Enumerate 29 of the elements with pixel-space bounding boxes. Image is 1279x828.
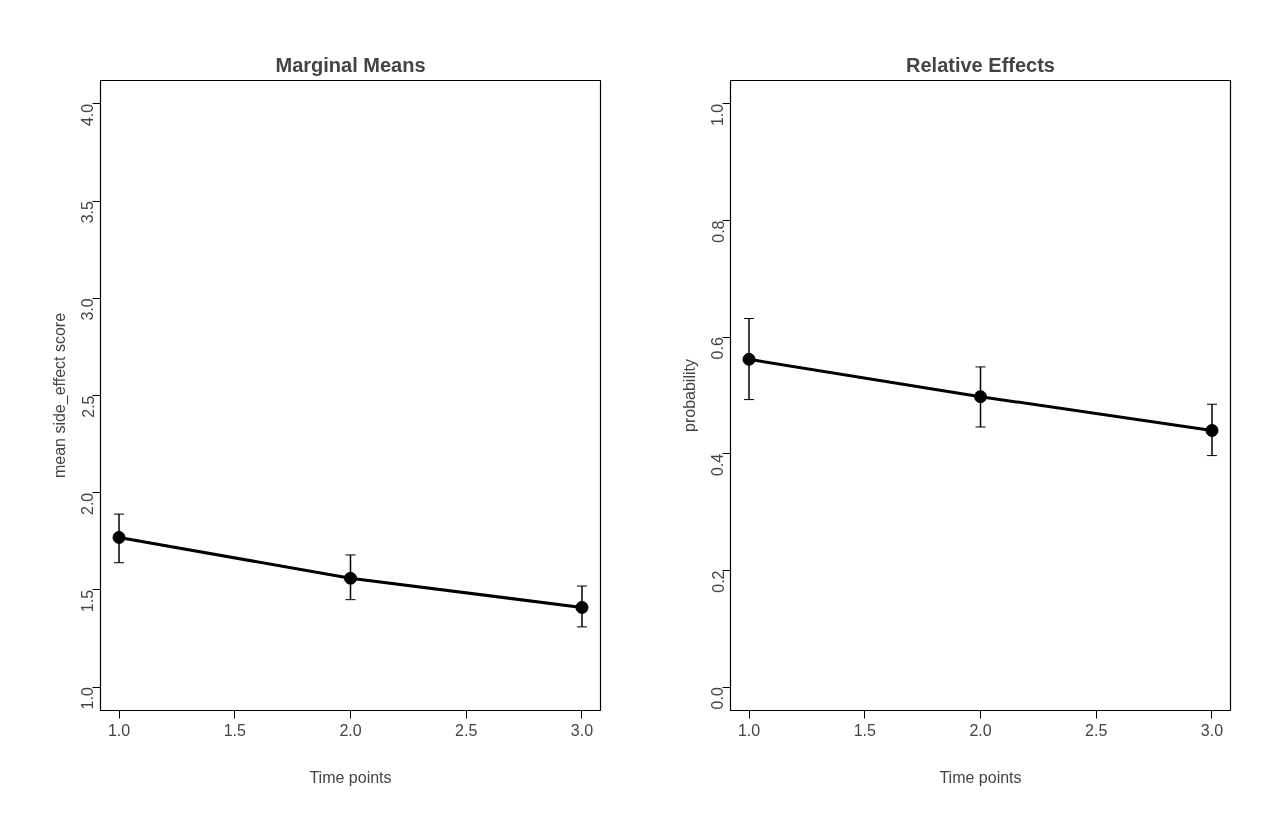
y-tick-label: 0.4	[709, 453, 727, 477]
x-tick-label: 1.5	[853, 721, 876, 739]
x-axis-title: Time points	[939, 768, 1022, 786]
y-tick-label: 4.0	[79, 103, 97, 127]
x-tick-label: 2.0	[339, 721, 362, 739]
x-tick-label: 2.5	[1085, 721, 1108, 739]
y-tick-label: 1.0	[79, 687, 97, 710]
chart-title: Marginal Means	[275, 53, 426, 76]
y-axis-title: mean side_effect score	[50, 312, 69, 479]
chart-title: Relative Effects	[906, 53, 1055, 76]
y-axis-title: probability	[680, 359, 698, 432]
x-tick-label: 1.0	[107, 721, 131, 739]
x-tick-label: 1.5	[223, 721, 246, 739]
y-tick-label: 2.5	[79, 395, 97, 418]
y-tick-label: 0.2	[709, 570, 727, 593]
y-tick-label: 3.0	[79, 298, 97, 321]
y-tick-label: 1.0	[709, 103, 727, 127]
x-tick-label: 2.0	[969, 721, 992, 739]
y-tick-label: 0.6	[709, 337, 727, 360]
x-tick-label: 2.5	[455, 721, 478, 739]
x-tick-label: 3.0	[570, 721, 594, 739]
x-tick-label: 3.0	[1200, 721, 1224, 739]
y-tick-label: 0.0	[709, 687, 727, 710]
y-tick-label: 2.0	[79, 492, 97, 515]
x-tick-label: 1.0	[737, 721, 761, 739]
y-tick-label: 1.5	[79, 589, 97, 613]
y-tick-label: 3.5	[79, 200, 97, 224]
x-axis-title: Time points	[309, 768, 392, 786]
y-tick-label: 0.8	[709, 220, 727, 243]
